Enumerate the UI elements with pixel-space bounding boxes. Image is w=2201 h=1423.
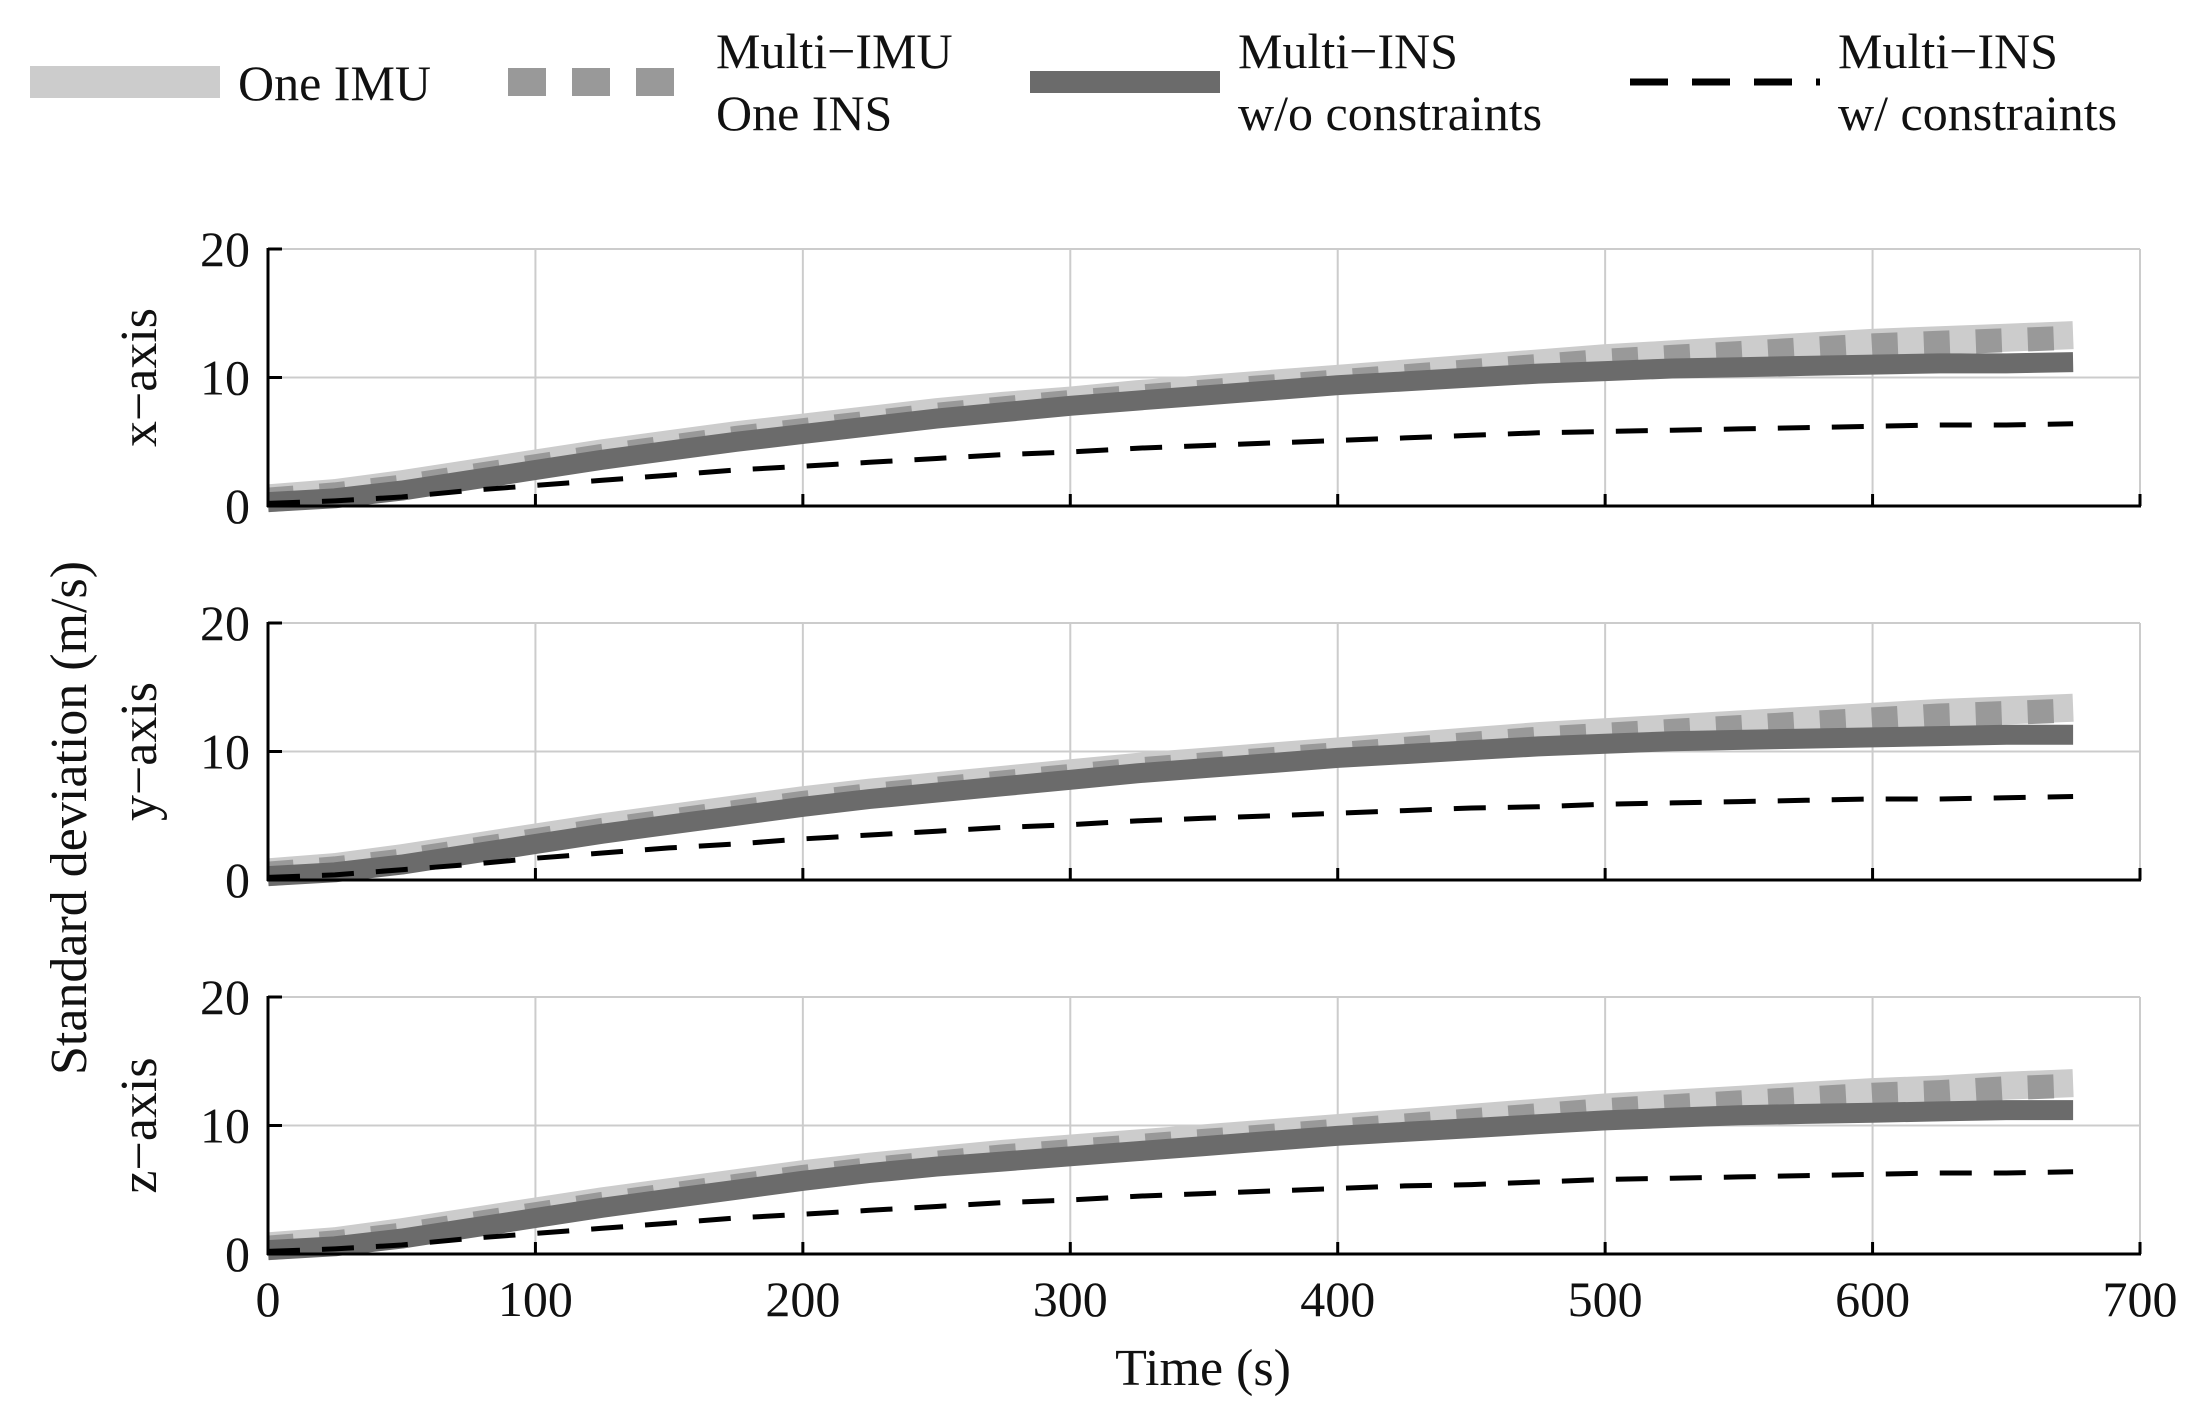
subplot-axis-label: y−axis xyxy=(111,682,168,821)
legend-swatch-multi-ins-wo xyxy=(1030,71,1220,93)
series-multi-ins-wo-line xyxy=(267,352,2074,513)
legend-label-multi-ins-w-line1: Multi−INS xyxy=(1838,23,2058,79)
subplot-axis-label: x−axis xyxy=(111,308,168,447)
y-tick-label: 10 xyxy=(200,724,250,780)
subplot-1: 0 10 20 x−axis xyxy=(111,221,2142,534)
legend: One IMU Multi−IMU One INS Multi−INS w/o … xyxy=(30,23,2117,141)
x-tick-label: 500 xyxy=(1568,1271,1643,1327)
y-tick-label: 10 xyxy=(200,1098,250,1154)
x-tick-label: 200 xyxy=(765,1271,840,1327)
legend-label-multi-ins-w-line2: w/ constraints xyxy=(1838,85,2117,141)
legend-label-multi-imu-line1: Multi−IMU xyxy=(716,23,953,79)
legend-label-multi-ins-wo-line1: Multi−INS xyxy=(1238,23,1458,79)
series-multi-ins-w-line xyxy=(267,794,2074,880)
legend-label-multi-ins-wo-line2: w/o constraints xyxy=(1238,85,1542,141)
y-tick-label: 0 xyxy=(225,478,250,534)
series-multi-ins-w-line xyxy=(267,1169,2074,1254)
subplot-3: 0 10 20 z−axis 0 100 200 300 400 500 600 700 xyxy=(111,969,2178,1327)
x-tick-label: 300 xyxy=(1033,1271,1108,1327)
series-multi-ins-wo-line xyxy=(267,724,2074,887)
y-tick-label: 20 xyxy=(200,595,250,651)
series-multi-ins-w-line xyxy=(267,421,2074,506)
x-axis-title: Time (s) xyxy=(1115,1340,1291,1397)
x-tick-label: 100 xyxy=(498,1271,573,1327)
y-axis-title: Standard deviation (m/s) xyxy=(41,561,98,1075)
subplot-2: 0 10 20 y−axis xyxy=(111,595,2142,908)
legend-label-multi-imu-line2: One INS xyxy=(716,85,892,141)
x-tick-label: 400 xyxy=(1300,1271,1375,1327)
legend-swatch-one-imu xyxy=(30,66,220,98)
subplot-axis-label: z−axis xyxy=(111,1057,168,1193)
y-tick-label: 0 xyxy=(225,1226,250,1282)
series-multi-ins-wo-line xyxy=(267,1100,2074,1261)
y-tick-label: 20 xyxy=(200,969,250,1025)
x-tick-label: 600 xyxy=(1835,1271,1910,1327)
y-tick-label: 10 xyxy=(200,350,250,406)
x-tick-label: 0 xyxy=(256,1271,281,1327)
x-tick-label: 700 xyxy=(2103,1271,2178,1327)
plot-area: 0 10 20 x−axis 0 10 20 y−axis 0 10 20 z−axis 0 100 200… xyxy=(111,221,2178,1327)
y-tick-label: 20 xyxy=(200,221,250,277)
y-tick-label: 0 xyxy=(225,852,250,908)
legend-label-one-imu: One IMU xyxy=(238,55,431,111)
